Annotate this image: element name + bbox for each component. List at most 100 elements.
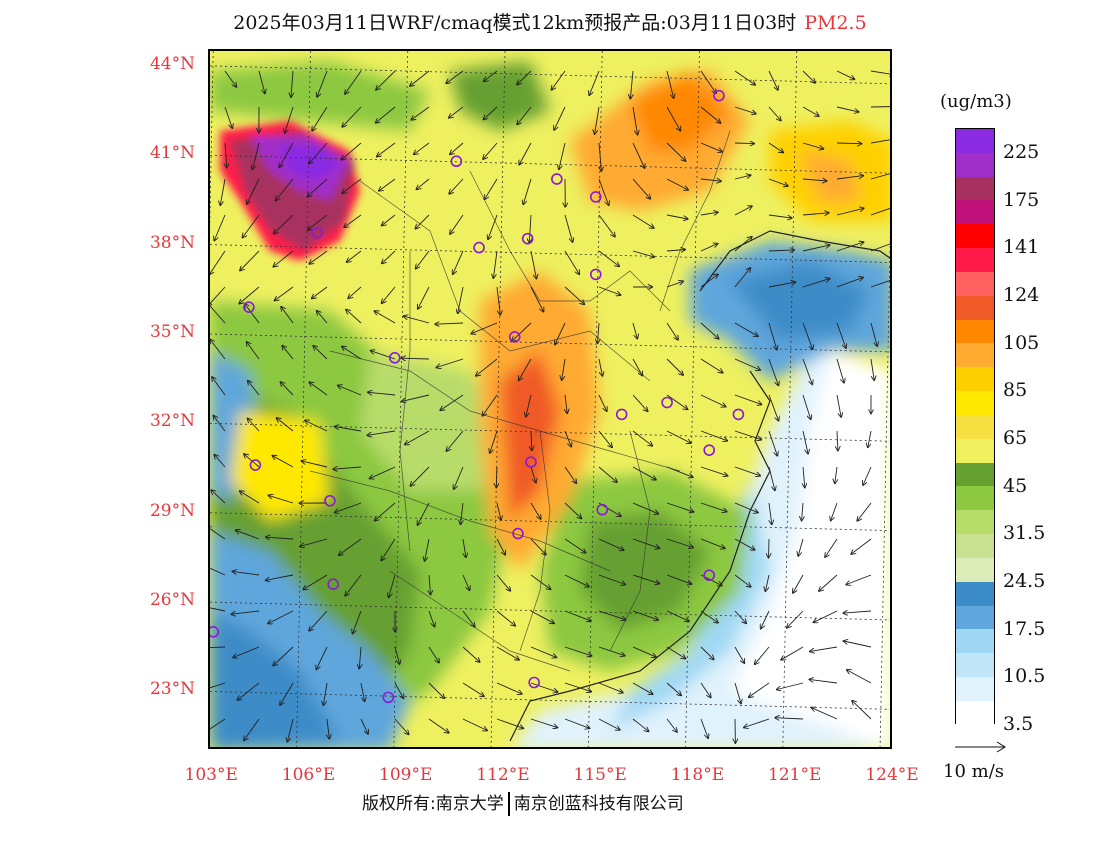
wind-arrow (342, 178, 362, 193)
city-marker (589, 268, 602, 281)
wind-arrow (632, 502, 658, 514)
wind-arrow (787, 610, 804, 628)
colorbar-swatch (956, 319, 994, 344)
city-markers (210, 89, 745, 704)
wind-arrow (359, 646, 361, 669)
wind-arrow (836, 277, 863, 288)
colorbar-label: 17.5 (1003, 617, 1046, 640)
wind-arrow (323, 682, 328, 705)
wind-arrow (802, 358, 812, 384)
wind-arrow (775, 718, 804, 719)
wind-arrow (281, 382, 294, 396)
wind-arrow (836, 106, 859, 112)
wind-arrow (632, 214, 654, 228)
wind-arrow (523, 178, 532, 204)
wind-arrow (462, 682, 484, 696)
wind-arrow (247, 342, 260, 360)
wind-arrow (870, 358, 874, 380)
wind-arrow (210, 527, 226, 540)
wind-arrow (768, 358, 778, 385)
colorbar-label: 85 (1003, 379, 1028, 402)
wind-arrow (857, 502, 872, 521)
wind-arrow (768, 250, 794, 251)
lon-label: 118°E (670, 765, 725, 785)
wind-arrow (360, 682, 365, 701)
wind-arrow (530, 286, 544, 312)
wind-arrow (237, 682, 260, 700)
wind-arrow (530, 574, 551, 589)
colorbar-swatch (956, 677, 994, 701)
city-marker (713, 89, 725, 102)
wind-arrow (870, 207, 890, 216)
wind-arrow (285, 106, 294, 133)
longitude-line (296, 51, 311, 747)
wind-arrow (394, 682, 404, 698)
wind-arrow (327, 718, 329, 739)
wind-arrow (814, 610, 838, 622)
wind-arrow (471, 322, 498, 334)
colorbar (955, 128, 995, 725)
wind-arrow (870, 106, 890, 108)
wind-arrow (394, 646, 400, 664)
wind-arrow (836, 143, 862, 144)
colorbar-swatch (956, 295, 994, 320)
wind-arrow (394, 718, 409, 734)
wind-arrow (749, 682, 770, 697)
wind-arrow (700, 274, 718, 288)
wind-arrow (512, 322, 532, 341)
wind-arrow (339, 538, 362, 555)
wind-arrow (598, 178, 609, 205)
city-marker (589, 191, 602, 203)
wind-arrow (632, 718, 649, 731)
map-panel (208, 49, 892, 749)
wind-arrow (666, 142, 686, 161)
legend-unit: (ug/m3) (940, 91, 1012, 112)
wind-arrow (700, 142, 722, 152)
wind-arrow (313, 346, 328, 360)
wind-arrow (240, 250, 260, 271)
wind-arrow (287, 718, 294, 742)
wind-arrow (700, 358, 723, 373)
wind-arrow (212, 377, 226, 396)
wind-arrow (744, 718, 770, 728)
wind-arrow (700, 466, 728, 476)
city-marker (450, 155, 463, 168)
colorbar-label: 24.5 (1003, 569, 1046, 592)
wind-arrow (277, 418, 294, 432)
wind-arrow (317, 311, 328, 324)
wind-arrow (210, 250, 226, 274)
wind-arrow (598, 718, 620, 730)
wind-arrow (666, 106, 680, 131)
wind-arrow (870, 139, 890, 144)
lat-label: 35°N (149, 321, 195, 342)
wind-arrow (798, 538, 804, 556)
wind-arrow (382, 286, 396, 303)
wind-arrow (837, 430, 838, 451)
wind-arrow (214, 455, 226, 468)
wind-arrow (248, 419, 260, 432)
wind-arrow (734, 682, 741, 704)
city-marker (732, 408, 745, 421)
city-marker (324, 494, 336, 507)
wind-arrow (240, 491, 260, 504)
lat-label: 29°N (149, 500, 195, 521)
wind-arrow (496, 502, 501, 520)
wind-arrow (734, 175, 751, 180)
city-marker (327, 578, 339, 590)
wind-arrow (755, 646, 770, 664)
wind-arrow (700, 430, 727, 441)
wind-arrow (210, 607, 226, 612)
wind-arrow (870, 243, 890, 252)
wind-arrow (410, 70, 430, 86)
wind-arrow (847, 670, 872, 684)
wind-arrow (333, 467, 362, 469)
wind-arrow (734, 574, 751, 587)
lon-label: 121°E (768, 765, 822, 785)
wind-arrow (210, 567, 226, 576)
city-marker (473, 241, 485, 254)
wind-arrow (768, 282, 795, 288)
wind-arrow (368, 392, 396, 396)
wind-arrow (370, 466, 396, 479)
wind-arrow (381, 538, 396, 560)
wind-arrow (819, 574, 838, 591)
